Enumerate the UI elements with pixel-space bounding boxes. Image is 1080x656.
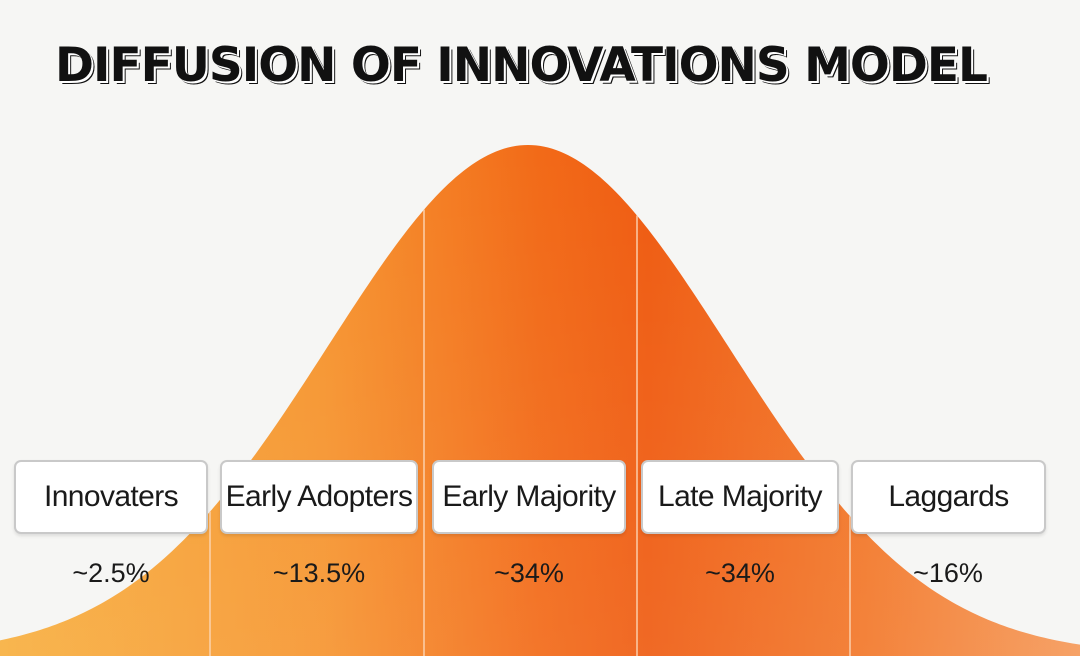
segment-dividers bbox=[209, 209, 851, 656]
segment-label-early-majority: Early Majority bbox=[432, 460, 626, 534]
segment-percent-late-majority: ~34% bbox=[705, 558, 775, 588]
segment-percent-innovators: ~2.5% bbox=[72, 558, 150, 588]
segment-percent-early-adopters: ~13.5% bbox=[272, 558, 366, 588]
segment-label-innovators: Innovaters bbox=[14, 460, 208, 534]
segment-percent-early-majority: ~34% bbox=[494, 558, 564, 588]
page-title: DIFFUSION OF INNOVATIONS MODEL bbox=[55, 38, 988, 93]
segment-label-early-adopters: Early Adopters bbox=[220, 460, 418, 534]
segment-label-laggards: Laggards bbox=[851, 460, 1046, 534]
segment-label-late-majority: Late Majority bbox=[641, 460, 839, 534]
segment-percent-laggards: ~16% bbox=[913, 558, 983, 588]
